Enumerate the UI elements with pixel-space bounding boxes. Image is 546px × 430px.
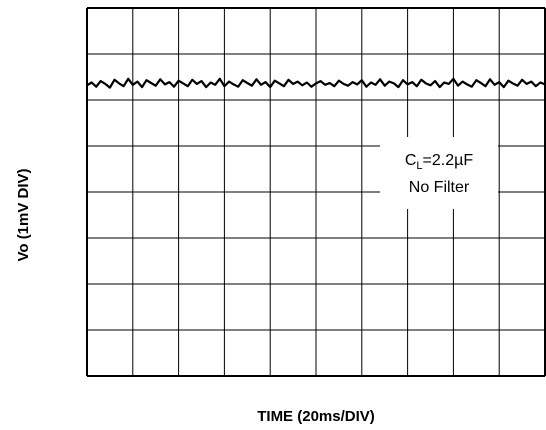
- signal-trace: [86, 77, 546, 89]
- x-axis-label: TIME (20ms/DIV): [257, 408, 375, 425]
- annotation-box: CL=2.2µF No Filter: [380, 137, 498, 209]
- signal-trace-group: [86, 77, 546, 89]
- y-axis-label: Vo (1mV DIV): [15, 168, 32, 261]
- grid: [86, 7, 546, 377]
- annotation-line1: CL=2.2µF: [405, 152, 473, 172]
- annotation-line2: No Filter: [409, 179, 470, 196]
